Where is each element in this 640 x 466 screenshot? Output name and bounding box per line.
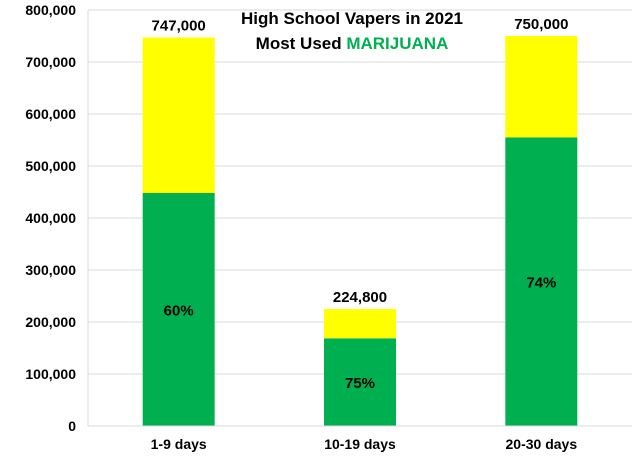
y-tick-label: 800,000 [25,2,76,18]
y-tick-label: 100,000 [25,366,76,382]
chart-title-line1: High School Vapers in 2021 [241,9,463,28]
chart-title-highlight: MARIJUANA [346,34,448,53]
bar-total-label: 747,000 [152,18,206,35]
bar-segment-other [324,309,396,339]
chart-title-line2: Most Used MARIJUANA [256,34,449,53]
y-tick-label: 300,000 [25,262,76,278]
data-labels: 747,000 60% 224,800 75% 750,000 74% [152,16,569,392]
bar-segment-marijuana [324,338,396,426]
y-tick-label: 400,000 [25,210,76,226]
bar-percent-label: 60% [164,302,194,319]
bar-segment-marijuana [142,192,215,426]
bar-segment-other [505,36,578,138]
x-tick-label: 1-9 days [151,436,207,452]
bar-segment-other [142,37,215,193]
x-tick-label: 10-19 days [324,436,396,452]
axes: 0 100,000 200,000 300,000 400,000 500,000 600,… [25,2,632,452]
x-tick-label: 20-30 days [506,436,578,452]
y-tick-label: 0 [68,418,76,434]
y-tick-label: 600,000 [25,106,76,122]
y-tick-label: 500,000 [25,158,76,174]
y-tick-label: 700,000 [25,54,76,70]
bar-total-label: 224,800 [333,289,387,306]
bar-total-label: 750,000 [514,16,568,33]
bar-percent-label: 75% [345,375,375,392]
bar-percent-label: 74% [526,275,556,292]
y-tick-label: 200,000 [25,314,76,330]
chart-title-prefix: Most Used [256,34,347,53]
bars [142,36,578,426]
bar-segment-marijuana [505,137,578,426]
